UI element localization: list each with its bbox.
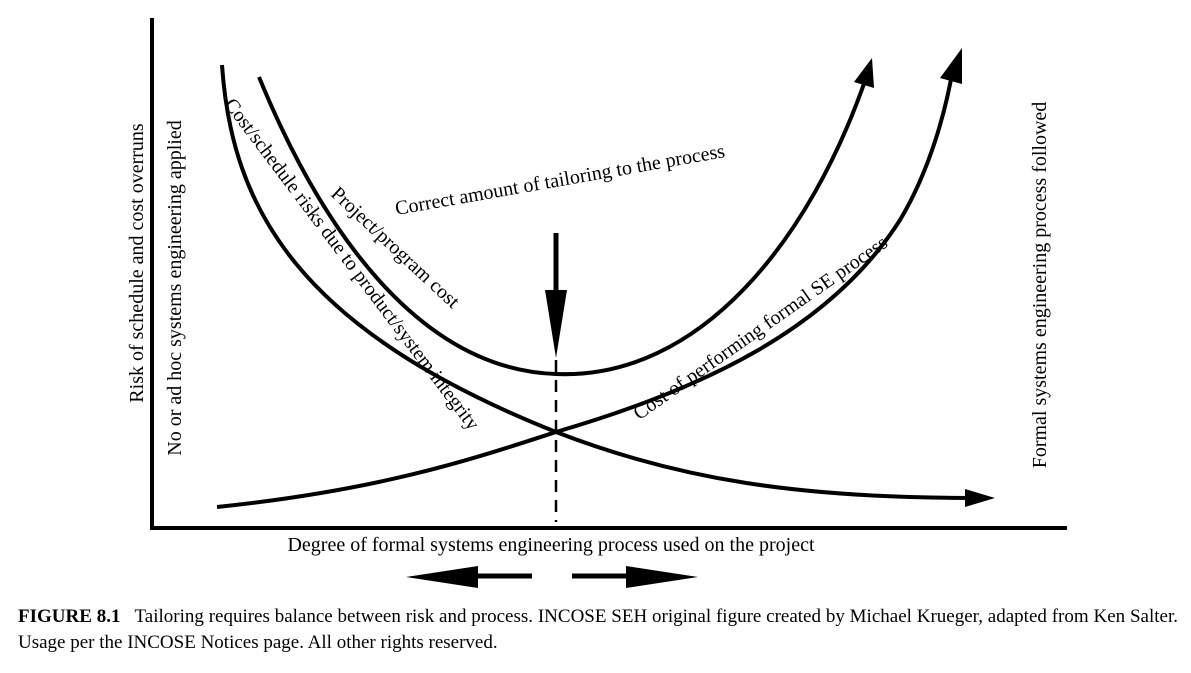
optimum-arrowhead bbox=[545, 290, 567, 358]
y-axis-label: Risk of schedule and cost overruns bbox=[126, 123, 148, 403]
figure-number: FIGURE 8.1 bbox=[18, 606, 121, 627]
integrity-risk-curve bbox=[220, 64, 976, 500]
left-extreme-label: No or ad hoc systems engineering applied bbox=[164, 120, 186, 455]
integrity-risk-label: Cost/schedule risks due to product/syste… bbox=[220, 94, 484, 434]
caption-text: Tailoring requires balance between risk … bbox=[18, 606, 1178, 653]
left-direction-arrowhead bbox=[406, 566, 478, 588]
right-direction-arrowhead bbox=[626, 566, 698, 588]
se-cost-arrowhead bbox=[940, 48, 962, 84]
optimum-label: Correct amount of tailoring to the proce… bbox=[393, 140, 726, 220]
right-extreme-label: Formal systems engineering process follo… bbox=[1029, 102, 1051, 469]
program-cost-curve bbox=[257, 76, 868, 377]
integrity-risk-arrowhead bbox=[965, 489, 995, 507]
se-cost-label: Cost of performing formal SE process bbox=[629, 231, 892, 424]
tailoring-diagram: Risk of schedule and cost overruns No or… bbox=[126, 18, 1067, 588]
program-cost-arrowhead bbox=[854, 58, 874, 88]
x-axis-label: Degree of formal systems engineering pro… bbox=[287, 534, 814, 556]
figure-caption: FIGURE 8.1 Tailoring requires balance bet… bbox=[18, 604, 1178, 656]
se-cost-curve bbox=[216, 67, 955, 509]
